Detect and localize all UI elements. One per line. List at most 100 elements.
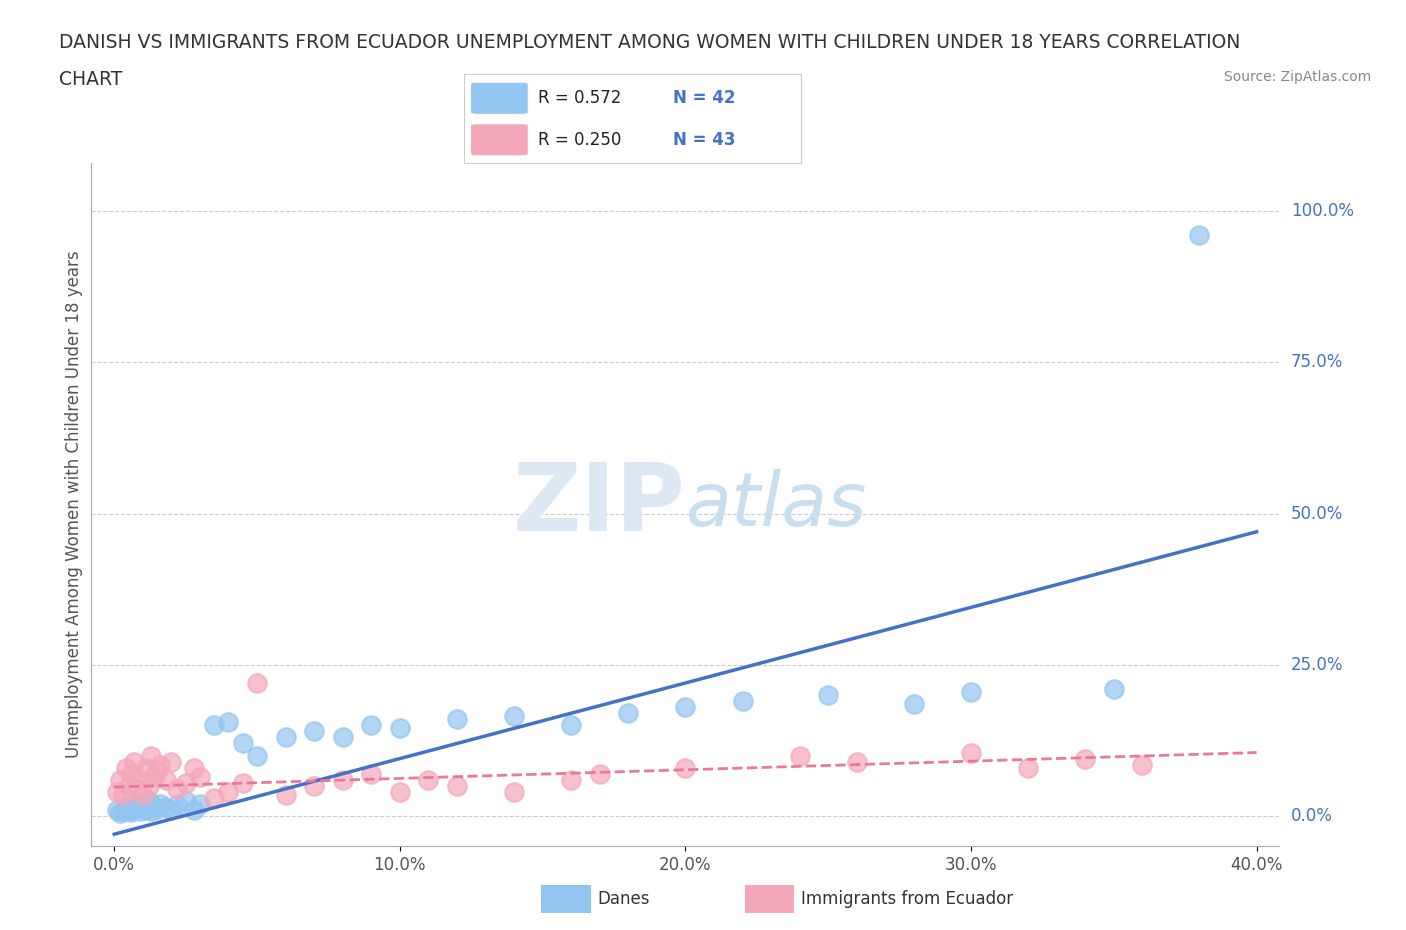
Point xyxy=(114,760,136,775)
Text: 0.0%: 0.0% xyxy=(1291,807,1333,825)
FancyBboxPatch shape xyxy=(471,124,529,155)
Point xyxy=(129,772,152,787)
Point xyxy=(138,793,160,808)
Point xyxy=(146,764,169,778)
Point xyxy=(120,805,142,820)
Point xyxy=(135,760,157,775)
Point xyxy=(1102,682,1125,697)
Text: Source: ZipAtlas.com: Source: ZipAtlas.com xyxy=(1223,70,1371,84)
Point xyxy=(332,772,354,787)
Point xyxy=(845,754,868,769)
Point xyxy=(503,709,526,724)
Point xyxy=(188,796,211,811)
Point xyxy=(127,781,148,796)
Point xyxy=(232,776,254,790)
Point xyxy=(903,697,925,711)
Point xyxy=(332,730,354,745)
Point xyxy=(111,804,134,818)
Point xyxy=(274,730,297,745)
Point xyxy=(246,748,269,763)
Point xyxy=(789,748,811,763)
Point xyxy=(122,754,145,769)
Text: Immigrants from Ecuador: Immigrants from Ecuador xyxy=(801,890,1014,909)
Point xyxy=(731,694,754,709)
Point xyxy=(1130,757,1153,772)
Point xyxy=(302,778,325,793)
Point xyxy=(117,778,139,793)
Point xyxy=(114,800,136,815)
Text: 25.0%: 25.0% xyxy=(1291,656,1343,674)
Point xyxy=(418,772,440,787)
Text: CHART: CHART xyxy=(59,70,122,88)
Point xyxy=(503,784,526,799)
Point xyxy=(446,711,468,726)
Point xyxy=(960,684,983,699)
Point xyxy=(141,748,163,763)
Point xyxy=(274,788,297,803)
Text: DANISH VS IMMIGRANTS FROM ECUADOR UNEMPLOYMENT AMONG WOMEN WITH CHILDREN UNDER 1: DANISH VS IMMIGRANTS FROM ECUADOR UNEMPL… xyxy=(59,33,1240,51)
Point xyxy=(1188,228,1211,243)
Point xyxy=(143,800,166,815)
Point xyxy=(183,760,205,775)
Point xyxy=(360,718,382,733)
Point xyxy=(232,736,254,751)
Point xyxy=(149,796,172,811)
Point xyxy=(174,776,197,790)
Point xyxy=(160,803,183,817)
Point xyxy=(388,721,411,736)
Point xyxy=(246,675,269,690)
Point xyxy=(132,788,155,803)
Text: N = 43: N = 43 xyxy=(673,131,735,149)
Point xyxy=(146,802,169,817)
Text: 75.0%: 75.0% xyxy=(1291,353,1343,371)
Text: N = 42: N = 42 xyxy=(673,89,735,107)
Point xyxy=(302,724,325,738)
Point xyxy=(1017,760,1039,775)
Point xyxy=(166,798,188,813)
Point xyxy=(188,769,211,784)
Point xyxy=(217,715,239,730)
Point xyxy=(135,803,157,817)
Point xyxy=(138,778,160,793)
Point xyxy=(673,699,696,714)
Point xyxy=(127,796,148,811)
Text: 100.0%: 100.0% xyxy=(1291,202,1354,220)
Point xyxy=(143,769,166,784)
Point xyxy=(617,706,640,721)
Point xyxy=(132,800,155,815)
Point xyxy=(122,802,145,817)
Text: ZIP: ZIP xyxy=(513,458,685,551)
Point xyxy=(673,760,696,775)
Point xyxy=(560,772,582,787)
Point xyxy=(1074,751,1097,766)
Point xyxy=(149,757,172,772)
Point xyxy=(105,803,128,817)
Point xyxy=(446,778,468,793)
Point xyxy=(388,784,411,799)
Point xyxy=(166,781,188,796)
Point xyxy=(141,804,163,818)
Point xyxy=(202,718,225,733)
Text: R = 0.250: R = 0.250 xyxy=(538,131,621,149)
Point xyxy=(589,766,612,781)
Point xyxy=(560,718,582,733)
Point xyxy=(174,793,197,808)
FancyBboxPatch shape xyxy=(471,83,529,114)
Point xyxy=(108,805,131,820)
Point xyxy=(183,803,205,817)
Point xyxy=(155,800,177,815)
Text: 50.0%: 50.0% xyxy=(1291,505,1343,523)
Text: atlas: atlas xyxy=(685,469,868,540)
Point xyxy=(160,754,183,769)
Point xyxy=(360,766,382,781)
Text: R = 0.572: R = 0.572 xyxy=(538,89,621,107)
Text: Danes: Danes xyxy=(598,890,650,909)
Point xyxy=(129,804,152,818)
Point xyxy=(217,784,239,799)
Point xyxy=(120,766,142,781)
Point xyxy=(111,788,134,803)
Point xyxy=(155,772,177,787)
Y-axis label: Unemployment Among Women with Children Under 18 years: Unemployment Among Women with Children U… xyxy=(65,251,83,758)
Point xyxy=(960,745,983,760)
Point xyxy=(105,784,128,799)
